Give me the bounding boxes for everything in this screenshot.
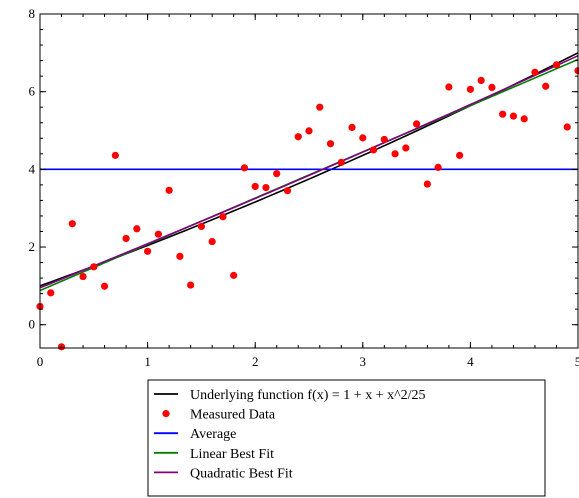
data-point [520, 115, 528, 123]
x-tick-label: 1 [144, 354, 151, 369]
series-line-quadratic-best-fit [40, 55, 578, 289]
data-point [47, 289, 55, 297]
data-point [230, 271, 238, 279]
data-point [413, 120, 421, 128]
y-axis: 0 2 4 6 8 [29, 6, 578, 332]
legend-label: Linear Best Fit [190, 447, 274, 462]
data-point [466, 85, 474, 93]
y-tick-label: 8 [29, 6, 36, 21]
data-point [509, 112, 518, 120]
legend: Underlying function f(x) = 1 + x + x^2/2… [147, 379, 546, 497]
data-point [531, 68, 539, 76]
data-point [262, 184, 270, 192]
y-tick-label: 6 [29, 84, 36, 99]
data-point [369, 146, 378, 154]
data-point [154, 230, 162, 238]
x-tick-label: 2 [252, 354, 259, 369]
data-point [283, 187, 292, 195]
data-point [219, 213, 227, 221]
data-point [273, 170, 281, 178]
data-point [326, 140, 335, 148]
x-tick-label: 4 [467, 354, 474, 369]
x-tick-label: 5 [575, 354, 579, 369]
data-point [488, 83, 496, 92]
data-point [380, 135, 388, 144]
plot-frame [39, 13, 579, 349]
data-point [348, 123, 356, 132]
data-point [305, 127, 313, 135]
data-point [208, 237, 216, 246]
data-point [251, 182, 259, 191]
legend-label: Quadratic Best Fit [190, 466, 293, 481]
data-point [391, 150, 399, 158]
data-point [187, 281, 195, 289]
data-point [100, 282, 109, 290]
data-point [294, 133, 302, 141]
data-point [240, 164, 249, 172]
data-point [68, 220, 76, 228]
data-point [499, 110, 507, 118]
legend-marker-swatch [162, 410, 170, 418]
data-point [111, 151, 119, 159]
legend-label: Underlying function f(x) = 1 + x + x^2/2… [190, 388, 426, 403]
plot-lines [40, 52, 578, 292]
data-point [402, 144, 410, 152]
data-point [423, 180, 431, 188]
data-point [165, 186, 173, 194]
x-tick-label: 0 [37, 354, 44, 369]
data-point [79, 272, 87, 281]
legend-box [147, 379, 546, 497]
data-point [434, 163, 442, 172]
data-point [122, 234, 130, 243]
legend-label: Average [190, 427, 236, 442]
legend-label: Measured Data [190, 408, 276, 423]
x-tick-label: 3 [360, 354, 367, 369]
y-tick-label: 4 [29, 161, 36, 176]
data-point [359, 134, 367, 142]
data-point [552, 61, 561, 69]
data-point [456, 151, 464, 159]
data-point [477, 76, 485, 85]
data-point [445, 83, 453, 91]
data-point [542, 82, 550, 90]
data-point [90, 263, 98, 271]
data-point [197, 222, 205, 231]
data-point [144, 247, 152, 255]
data-point [563, 123, 571, 131]
y-tick-label: 0 [29, 317, 36, 332]
data-point [133, 225, 141, 233]
y-tick-label: 2 [29, 239, 36, 254]
data-point [176, 252, 184, 260]
data-point [337, 158, 345, 166]
plot-markers [36, 61, 579, 351]
x-axis: 0 1 2 3 4 5 [37, 14, 579, 369]
data-point [316, 103, 324, 111]
